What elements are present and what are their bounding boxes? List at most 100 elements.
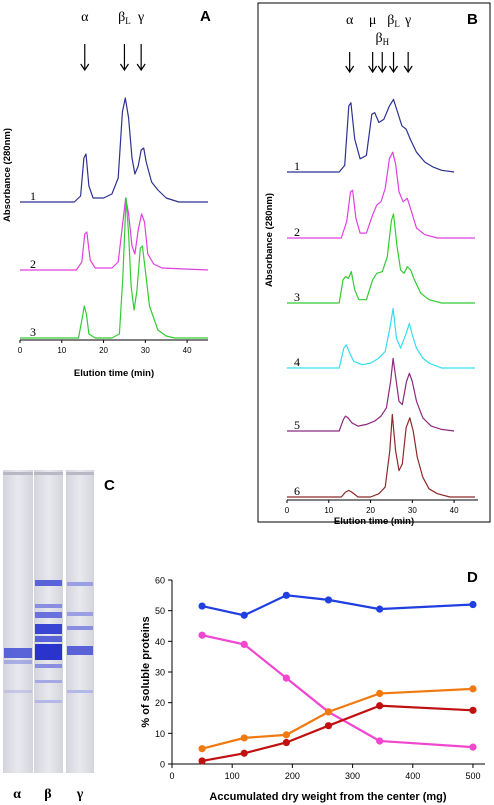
series-line-1 [201, 634, 474, 749]
x-tick-label: 40 [183, 346, 192, 355]
panel-b-x-ticks: 0 10 20 30 40 [285, 500, 459, 515]
gel-band [35, 612, 62, 618]
chromatogram-trace-2 [20, 197, 209, 271]
peak-arrow-head [119, 63, 129, 72]
series-number-label: 3 [294, 290, 300, 304]
gel-lane-gamma [66, 470, 94, 773]
gel-lane-label-gamma: γ [76, 787, 84, 802]
x-tick-label: 0 [169, 771, 174, 781]
data-point [376, 737, 384, 745]
panel-d-label: D [467, 569, 478, 586]
panel-a-x-ticks: 0 10 20 30 40 [18, 340, 192, 355]
panel-d-series [198, 591, 477, 765]
panel-d-xlabel: Accumulated dry weight from the center (… [209, 791, 446, 803]
panel-a-series-labels: 1 2 3 [30, 189, 36, 339]
data-point [282, 731, 290, 739]
y-tick-label: 40 [155, 637, 165, 647]
gel-lane-beta-background [34, 470, 63, 773]
data-point [198, 602, 206, 610]
panel-a: A α βL γ 0 10 20 30 40 123 Elution time (min) … [2, 8, 211, 379]
peak-label: μ [369, 13, 377, 28]
peak-arrow-head [368, 65, 378, 74]
panel-a-traces [20, 97, 209, 339]
data-point [282, 591, 290, 599]
series-number-label: 1 [30, 189, 36, 203]
panel-a-label: A [200, 8, 211, 25]
data-point [240, 749, 248, 757]
gel-band [4, 690, 32, 693]
gel-band [34, 472, 63, 475]
x-tick-label: 400 [405, 771, 420, 781]
gel-band [35, 604, 62, 608]
y-tick-label: 50 [155, 606, 165, 616]
x-tick-label: 10 [324, 506, 333, 515]
x-tick-label: 300 [345, 771, 360, 781]
data-point [240, 640, 248, 649]
data-point [198, 631, 206, 639]
chromatogram-trace-3 [20, 197, 208, 339]
peak-label: α [81, 10, 89, 25]
gel-lane-beta [34, 470, 63, 773]
panel-a-peak-labels: α βL γ [80, 10, 146, 72]
panel-b-traces [287, 98, 475, 498]
panel-b-frame [257, 2, 491, 523]
panel-b-ylabel: Absorbance (280nm) [264, 193, 275, 287]
y-tick-label: 60 [155, 576, 165, 586]
gel-lane-alpha-background [3, 470, 33, 773]
peak-arrow-head [389, 65, 399, 74]
chromatogram-trace-5 [287, 357, 455, 432]
peak-label: α [346, 13, 354, 28]
panel-d-ylabel: % of soluble proteins [140, 616, 152, 727]
x-tick-label: 20 [366, 506, 375, 515]
peak-label: γ [137, 10, 144, 25]
peak-label: γ [404, 13, 411, 28]
panel-b-peak-labels: α μ βH βL γ [345, 13, 413, 74]
x-tick-label: 0 [18, 346, 23, 355]
gel-band [35, 636, 62, 642]
series-number-label: 2 [30, 257, 36, 271]
series-number-label: 2 [294, 225, 300, 239]
panel-b: B α μ βH βL γ 0 10 20 30 40 1 2 3 4 5 6 Elution time … [257, 2, 491, 527]
series-number-label: 6 [294, 484, 300, 498]
panel-a-xlabel: Elution time (min) [74, 368, 154, 379]
chromatogram-trace-6 [287, 413, 475, 498]
data-point [282, 674, 290, 682]
gel-band [67, 690, 93, 693]
series-number-label: 1 [294, 159, 300, 173]
data-point [324, 722, 333, 730]
series-number-label: 5 [294, 418, 300, 432]
series-line-2 [201, 687, 474, 750]
data-point [469, 600, 477, 609]
gel-band [67, 612, 93, 616]
y-tick-label: 10 [155, 729, 165, 739]
peak-arrow-head [403, 65, 413, 74]
panel-d-x-ticks: 0 100 200 300 400 500 [169, 764, 480, 781]
chromatogram-trace-1 [287, 98, 455, 173]
gel-band [3, 472, 33, 475]
data-point [324, 708, 333, 716]
panel-d: D 0 10 20 30 40 50 60 0 100 200 300 400 500 Accumul… [140, 569, 485, 803]
peak-arrow-head [345, 65, 355, 74]
panel-b-series-labels: 1 2 3 4 5 6 [294, 159, 300, 498]
y-tick-label: 20 [155, 698, 165, 708]
data-point [376, 689, 384, 698]
gel-band [4, 648, 32, 658]
gel-band [67, 626, 93, 630]
gel-band [66, 472, 94, 475]
data-point [324, 596, 333, 604]
panel-c-label: C [104, 477, 115, 494]
data-point [469, 685, 477, 693]
x-tick-label: 20 [99, 346, 108, 355]
x-tick-label: 10 [57, 346, 66, 355]
peak-arrow-head [80, 63, 90, 72]
gel-band [67, 582, 93, 586]
gel-band [67, 646, 93, 655]
gel-band [35, 700, 62, 703]
x-tick-label: 100 [225, 771, 240, 781]
gel-lane-label-alpha: α [13, 787, 21, 802]
gel-band [35, 664, 62, 668]
gel-band [35, 644, 62, 660]
panel-d-y-ticks: 0 10 20 30 40 50 60 [155, 576, 172, 770]
panel-b-xlabel: Elution time (min) [334, 516, 414, 527]
